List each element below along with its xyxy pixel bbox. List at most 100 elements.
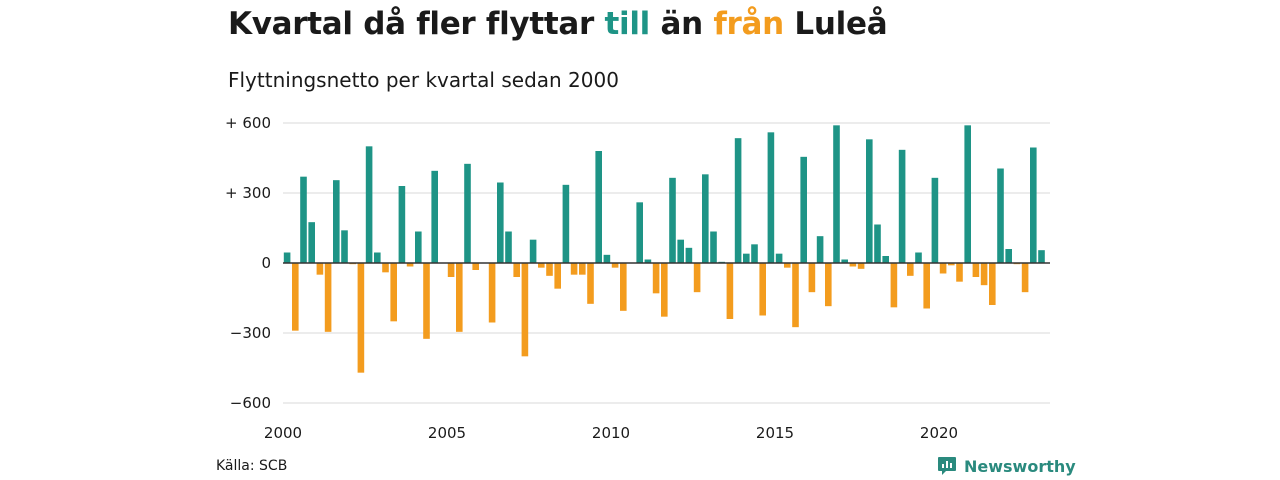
bar: [661, 263, 668, 317]
bar: [464, 163, 471, 263]
bar: [382, 263, 389, 273]
bar: [423, 263, 430, 339]
bar: [710, 231, 717, 263]
bar: [841, 259, 848, 263]
bar: [816, 236, 824, 263]
bar: [620, 263, 627, 311]
bar: [759, 263, 766, 316]
bar: [939, 263, 947, 274]
bar: [874, 224, 881, 263]
bar: [669, 177, 676, 263]
y-tick-label: + 300: [225, 184, 271, 202]
x-tick-label: 2015: [756, 424, 794, 442]
bar: [374, 252, 381, 263]
bar: [767, 132, 775, 263]
bar: [1038, 250, 1045, 263]
bar: [513, 263, 520, 277]
bar: [923, 263, 930, 309]
bar: [726, 263, 734, 319]
bar: [603, 254, 611, 263]
bar: [595, 151, 602, 263]
bar: [505, 231, 512, 263]
source-note: Källa: SCB: [216, 458, 288, 474]
bar: [365, 146, 373, 263]
bar: [898, 149, 906, 263]
newsworthy-logo-icon: [938, 457, 956, 475]
bar: [997, 168, 1004, 263]
bar: [849, 263, 857, 267]
bar: [546, 263, 553, 276]
bar: [636, 202, 643, 263]
bar: [406, 263, 414, 267]
bar: [521, 263, 529, 357]
bar: [341, 230, 348, 263]
bar: [497, 182, 504, 263]
y-tick-label: −600: [230, 394, 271, 412]
bar: [333, 180, 340, 263]
bar: [702, 174, 709, 263]
title-word-till: till: [604, 6, 650, 42]
bar: [488, 263, 496, 323]
y-tick-label: 0: [261, 254, 271, 272]
brand-name: Newsworthy: [964, 456, 1076, 476]
title-part-5: Luleå: [783, 6, 888, 42]
bar: [554, 263, 561, 289]
bar: [292, 263, 299, 331]
bar: [693, 263, 701, 293]
bar: [833, 125, 840, 263]
bar: [579, 263, 586, 275]
bar: [1021, 263, 1029, 293]
y-tick-label: −300: [230, 324, 271, 342]
bar: [882, 256, 889, 263]
bar: [784, 263, 791, 268]
bar: [907, 263, 914, 276]
bar: [562, 184, 570, 263]
bar: [357, 263, 365, 373]
bar: [685, 247, 693, 263]
bar: [587, 263, 594, 304]
newsworthy-brand[interactable]: Newsworthy: [937, 456, 1076, 476]
chart-title: Kvartal då fler flyttar till än från Lul…: [228, 6, 888, 42]
bar: [390, 263, 397, 322]
y-axis-labels: + 600 + 300 0 −300 −600: [225, 114, 271, 412]
bar: [1030, 147, 1037, 263]
title-part-3: än: [649, 6, 714, 42]
bar: [431, 170, 438, 263]
title-word-fran: från: [713, 6, 784, 42]
bar: [956, 263, 963, 282]
bar: [456, 263, 463, 332]
bar: [283, 252, 291, 263]
bar: [677, 239, 684, 263]
title-part-1: Kvartal då fler flyttar: [228, 6, 605, 42]
bar: [972, 263, 980, 277]
bar: [792, 263, 799, 328]
bar: [316, 263, 324, 275]
bar: [398, 186, 406, 263]
x-axis-labels: 2000 2005 2010 2015 2020: [264, 424, 958, 442]
bar: [825, 263, 832, 307]
bar: [743, 253, 750, 263]
bar: [652, 263, 660, 294]
bar: [300, 176, 307, 263]
y-tick-label: + 600: [225, 114, 271, 132]
bar: [611, 263, 619, 268]
bar: [308, 222, 315, 263]
bar: [915, 252, 922, 263]
bar: [931, 177, 939, 263]
bar: [857, 263, 865, 269]
bar: [570, 263, 578, 275]
bar: [734, 138, 742, 263]
bar: [1005, 249, 1012, 263]
bar: [948, 263, 955, 266]
bar: [808, 263, 816, 293]
x-tick-label: 2000: [264, 424, 302, 442]
bar: [529, 239, 537, 263]
x-tick-label: 2020: [920, 424, 958, 442]
bar: [447, 263, 455, 277]
bar: [989, 263, 996, 305]
bar: [415, 231, 422, 263]
gridlines: [283, 122, 1050, 404]
bar: [751, 244, 758, 263]
bar: [866, 139, 873, 263]
